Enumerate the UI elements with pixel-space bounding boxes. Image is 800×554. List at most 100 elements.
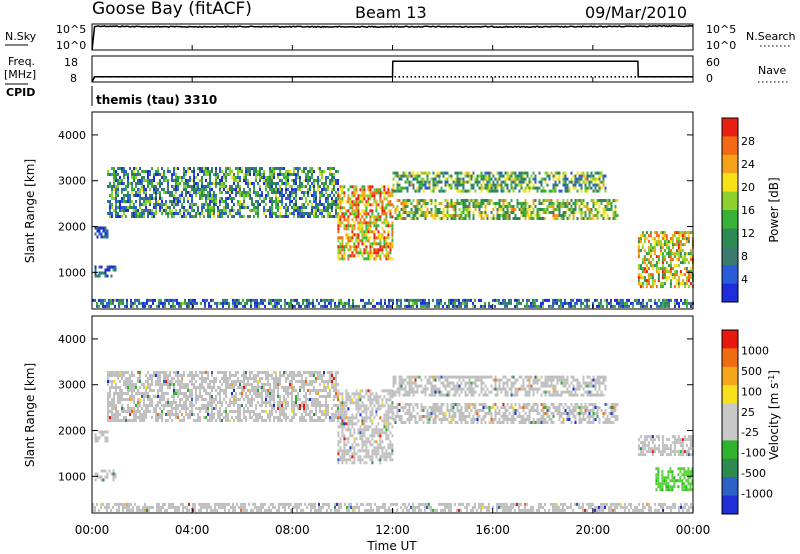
heatmap-cell	[588, 211, 591, 214]
heatmap-cell	[141, 179, 143, 182]
heatmap-cell	[145, 209, 147, 212]
heatmap-cell	[492, 189, 495, 193]
heatmap-cell	[145, 188, 147, 191]
heatmap-cell	[187, 182, 189, 185]
heatmap-cell	[271, 167, 273, 170]
heatmap-cell	[420, 180, 423, 184]
heatmap-cell	[494, 183, 497, 187]
heatmap-cell	[343, 248, 346, 252]
heatmap-cell	[650, 304, 652, 308]
heatmap-cell	[317, 215, 319, 218]
heatmap-cell	[123, 380, 125, 383]
heatmap-cell	[665, 279, 668, 283]
heatmap-cell	[345, 398, 348, 402]
heatmap-cell	[683, 258, 686, 262]
heatmap-cell	[259, 371, 261, 374]
heatmap-cell	[235, 416, 237, 419]
heatmap-cell	[102, 298, 104, 302]
heatmap-cell	[345, 413, 348, 417]
freq-panel: Freq. [MHz] CPID 18 8 60 0 Nave themis (…	[4, 55, 788, 107]
heatmap-cell	[568, 304, 570, 308]
heatmap-cell	[586, 174, 589, 178]
heatmap-cell	[231, 215, 233, 218]
heatmap-cell	[466, 205, 469, 208]
heatmap-cell	[452, 304, 454, 308]
heatmap-cell	[341, 452, 344, 456]
heatmap-cell	[225, 410, 227, 413]
heatmap-cell	[389, 248, 392, 252]
heatmap-cell	[183, 404, 185, 407]
heatmap-cell	[683, 231, 686, 235]
heatmap-cell	[502, 199, 505, 202]
colorbar-tick-label: 20	[741, 181, 755, 194]
heatmap-cell	[375, 242, 378, 246]
heatmap-cell	[115, 203, 117, 206]
heatmap-cell	[606, 199, 609, 202]
heatmap-cell	[293, 191, 295, 194]
heatmap-cell	[582, 202, 585, 205]
heatmap-cell	[189, 401, 191, 404]
heatmap-cell	[153, 206, 155, 209]
heatmap-cell	[139, 203, 141, 206]
heatmap-cell	[115, 191, 117, 194]
heatmap-cell	[335, 212, 337, 215]
heatmap-cell	[466, 304, 468, 308]
heatmap-cell	[458, 217, 461, 220]
heatmap-cell	[160, 298, 162, 302]
heatmap-cell	[466, 298, 468, 302]
heatmap-cell	[412, 183, 415, 187]
heatmap-cell	[129, 167, 131, 170]
heatmap-cell	[335, 170, 337, 173]
heatmap-cell	[159, 374, 161, 377]
heatmap-cell	[339, 200, 342, 204]
heatmap-cell	[349, 185, 352, 189]
heatmap-cell	[518, 183, 521, 187]
heatmap-cell	[269, 413, 271, 416]
heatmap-cell	[127, 392, 129, 395]
heatmap-cell	[201, 185, 203, 188]
heatmap-cell	[215, 377, 217, 380]
heatmap-cell	[315, 203, 317, 206]
heatmap-cell	[546, 298, 548, 302]
heatmap-cell	[584, 217, 587, 220]
heatmap-cell	[383, 194, 386, 198]
heatmap-cell	[301, 383, 303, 386]
heatmap-cell	[227, 386, 229, 389]
heatmap-cell	[119, 392, 121, 395]
heatmap-cell	[532, 171, 535, 175]
heatmap-cell	[351, 194, 354, 198]
heatmap-cell	[261, 392, 263, 395]
heatmap-cell	[106, 436, 109, 440]
heatmap-cell	[424, 298, 426, 302]
heatmap-cell	[179, 386, 181, 389]
heatmap-cell	[231, 401, 233, 404]
heatmap-cell	[171, 209, 173, 212]
heatmap-cell	[145, 392, 147, 395]
heatmap-cell	[677, 231, 680, 235]
heatmap-cell	[123, 419, 125, 422]
heatmap-cell	[542, 217, 545, 220]
heatmap-cell	[285, 191, 287, 194]
heatmap-cell	[281, 404, 283, 407]
heatmap-cell	[163, 383, 165, 386]
heatmap-cell	[209, 383, 211, 386]
heatmap-cell	[285, 209, 287, 212]
heatmap-cell	[115, 374, 117, 377]
heatmap-cell	[677, 276, 680, 280]
heatmap-cell	[211, 413, 213, 416]
heatmap-cell	[369, 218, 372, 222]
heatmap-cell	[367, 227, 370, 231]
heatmap-cell	[335, 404, 337, 407]
heatmap-cell	[430, 214, 433, 217]
heatmap-cell	[538, 211, 541, 214]
heatmap-cell	[460, 211, 463, 214]
heatmap-cell	[420, 186, 423, 190]
heatmap-cell	[313, 371, 315, 374]
heatmap-cell	[518, 217, 521, 220]
heatmap-cell	[237, 191, 239, 194]
heatmap-cell	[104, 226, 107, 230]
heatmap-cell	[241, 389, 243, 392]
heatmap-cell	[659, 240, 662, 244]
heatmap-cell	[223, 380, 225, 383]
heatmap-cell	[665, 234, 668, 238]
